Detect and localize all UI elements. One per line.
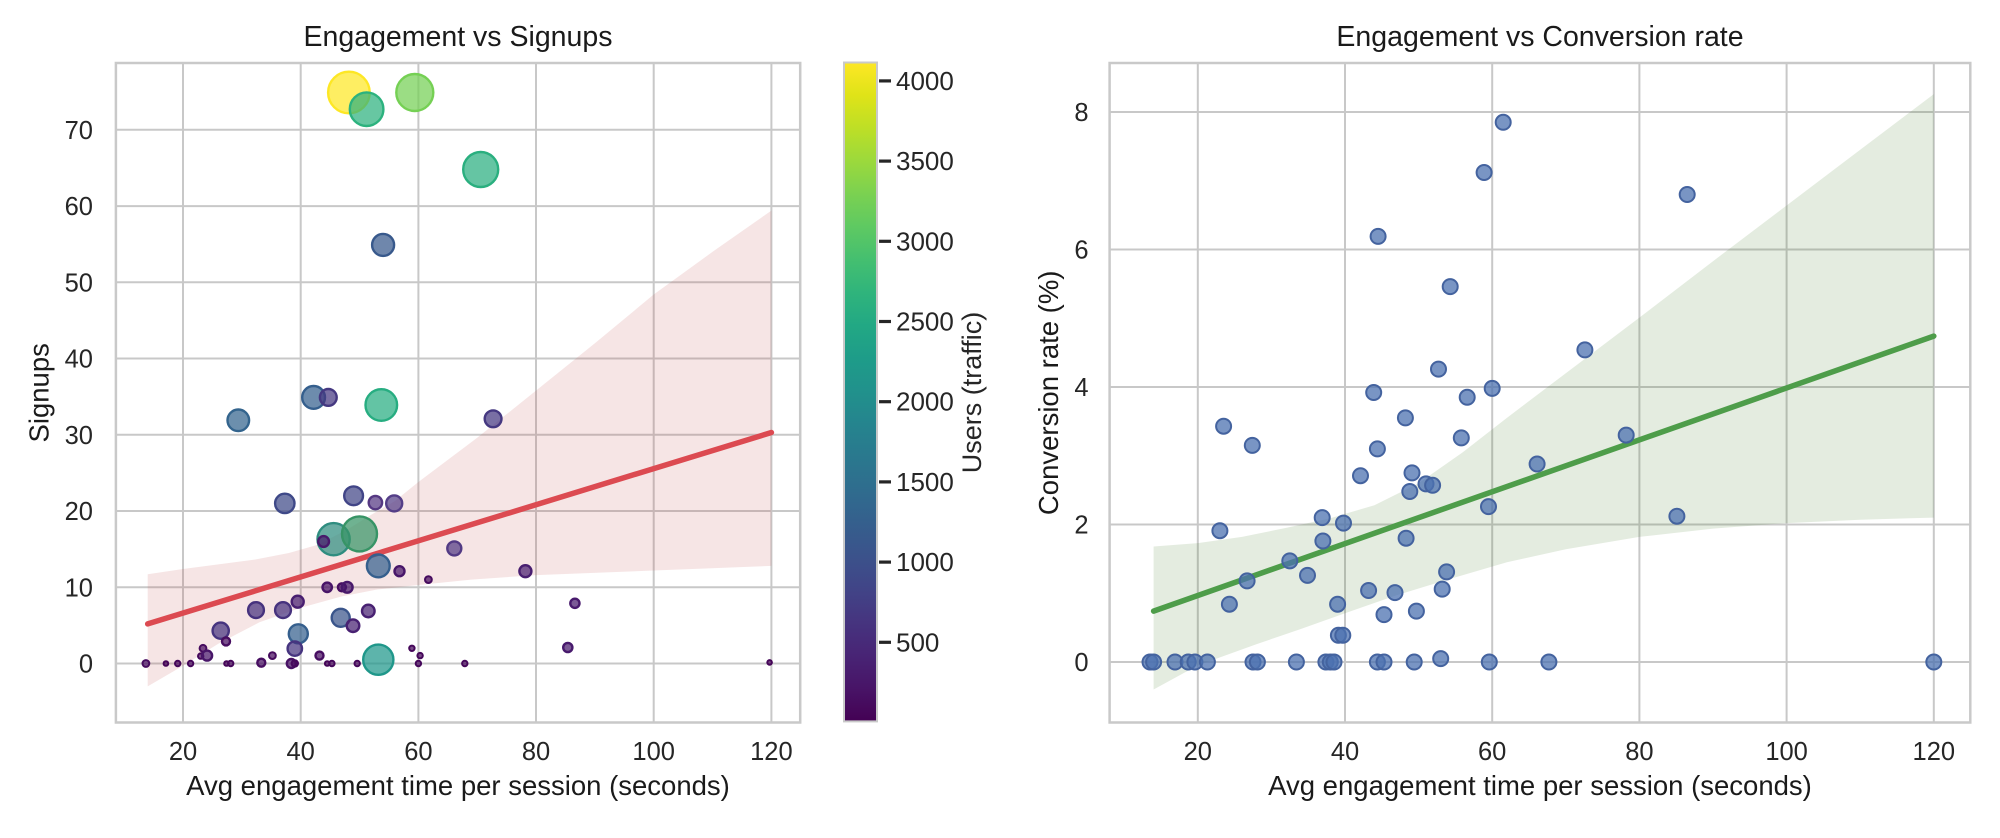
- svg-text:1500: 1500: [896, 467, 954, 497]
- svg-text:Avg engagement time per sessio: Avg engagement time per session (seconds…: [186, 770, 730, 801]
- svg-text:0: 0: [79, 651, 93, 679]
- svg-text:100: 100: [632, 738, 675, 766]
- svg-text:6: 6: [1074, 237, 1088, 265]
- svg-text:50: 50: [65, 269, 93, 297]
- svg-text:40: 40: [65, 346, 93, 374]
- svg-text:2: 2: [1074, 512, 1088, 540]
- svg-text:10: 10: [65, 574, 93, 602]
- svg-text:Conversion rate (%): Conversion rate (%): [1033, 271, 1064, 516]
- svg-text:20: 20: [1184, 738, 1212, 766]
- svg-text:2000: 2000: [896, 387, 954, 417]
- svg-text:Signups: Signups: [24, 343, 55, 442]
- svg-text:3000: 3000: [896, 226, 954, 256]
- svg-text:120: 120: [1913, 738, 1956, 766]
- svg-text:Engagement vs Conversion rate: Engagement vs Conversion rate: [1336, 21, 1743, 53]
- svg-text:Users (traffic): Users (traffic): [957, 312, 987, 474]
- svg-text:3500: 3500: [896, 146, 954, 176]
- svg-text:60: 60: [1478, 738, 1506, 766]
- svg-text:40: 40: [287, 738, 315, 766]
- svg-text:Engagement vs Signups: Engagement vs Signups: [304, 21, 613, 53]
- svg-text:1000: 1000: [896, 547, 954, 577]
- svg-text:80: 80: [1625, 738, 1653, 766]
- svg-text:120: 120: [750, 738, 793, 766]
- svg-text:2500: 2500: [896, 307, 954, 337]
- svg-text:60: 60: [65, 193, 93, 221]
- svg-text:40: 40: [1331, 738, 1359, 766]
- svg-text:0: 0: [1074, 649, 1088, 677]
- svg-text:80: 80: [522, 738, 550, 766]
- svg-text:4: 4: [1074, 374, 1088, 402]
- svg-text:Avg engagement time per sessio: Avg engagement time per session (seconds…: [1268, 770, 1812, 801]
- svg-text:20: 20: [65, 498, 93, 526]
- svg-text:70: 70: [65, 117, 93, 145]
- svg-text:8: 8: [1074, 99, 1088, 127]
- svg-text:500: 500: [896, 627, 939, 657]
- svg-text:4000: 4000: [896, 66, 954, 96]
- svg-text:100: 100: [1765, 738, 1808, 766]
- svg-text:30: 30: [65, 422, 93, 450]
- svg-text:60: 60: [404, 738, 432, 766]
- svg-text:20: 20: [169, 738, 197, 766]
